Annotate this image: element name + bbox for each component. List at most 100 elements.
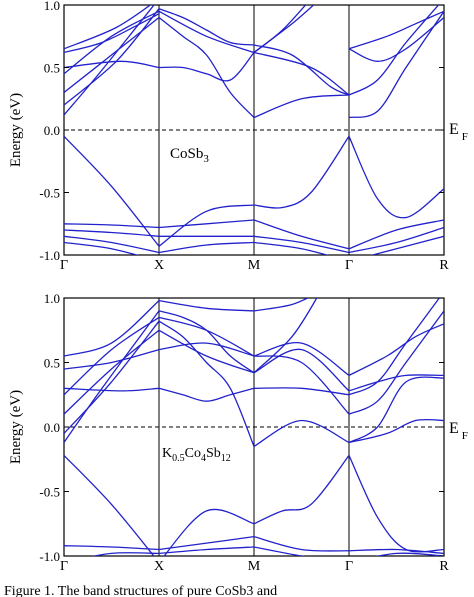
panel-label-main: CoSb xyxy=(170,146,203,162)
band-line xyxy=(158,204,255,247)
x-tick-label: Γ xyxy=(60,559,68,574)
panel-label-sub1: 0.5 xyxy=(172,453,185,464)
band-line xyxy=(253,219,350,250)
band-line xyxy=(348,5,440,96)
panel-label-co: Co xyxy=(185,446,201,461)
fermi-label-main: E xyxy=(449,420,459,437)
band-line xyxy=(64,5,152,50)
band-line xyxy=(64,5,155,116)
band-line xyxy=(158,546,255,555)
x-tick-label: Γ xyxy=(345,258,353,273)
band-line xyxy=(64,348,160,370)
y-tick-label: -0.5 xyxy=(39,485,60,500)
fermi-label-sub: F xyxy=(462,430,468,442)
band-line xyxy=(348,16,444,62)
band-line xyxy=(253,535,350,552)
y-tick-label: 0.0 xyxy=(44,123,60,138)
band-line xyxy=(253,51,350,96)
band-line xyxy=(64,320,160,434)
band-line xyxy=(253,44,350,96)
band-line xyxy=(64,10,160,75)
y-axis-label: Energy (eV) xyxy=(8,93,24,167)
panel-label-sub3: 12 xyxy=(221,453,231,464)
panel-label-sb: Sb xyxy=(206,446,221,461)
band-line xyxy=(64,60,160,69)
band-line xyxy=(348,323,444,376)
panel-label: CoSb3 xyxy=(170,146,209,165)
panel-label-k: K xyxy=(162,446,172,461)
band-line xyxy=(158,316,255,357)
band-line xyxy=(90,552,160,556)
band-line xyxy=(348,548,444,555)
band-line xyxy=(64,387,160,392)
band-line xyxy=(348,374,444,392)
fermi-label-sub: F xyxy=(462,131,468,143)
x-tick-label: R xyxy=(439,258,449,273)
panel-label: K0.5Co4Sb12 xyxy=(162,446,231,464)
band-line xyxy=(64,316,160,396)
x-tick-label: Γ xyxy=(60,258,68,273)
band-line xyxy=(158,329,255,374)
band-line xyxy=(163,508,255,556)
y-tick-label: 0.5 xyxy=(44,356,60,371)
band-line xyxy=(253,94,350,119)
band-line xyxy=(158,8,255,46)
band-line xyxy=(253,342,350,376)
band-line xyxy=(253,546,306,556)
band-line xyxy=(370,235,444,255)
band-line xyxy=(64,235,160,254)
band-line xyxy=(64,329,160,415)
y-tick-label: 0.5 xyxy=(44,61,60,76)
band-line xyxy=(348,226,444,254)
band-line xyxy=(348,10,444,119)
band-line xyxy=(64,135,160,247)
band-line xyxy=(253,298,318,374)
band-line xyxy=(253,348,350,392)
band-line xyxy=(158,241,255,254)
band-line xyxy=(348,219,444,250)
x-tick-label: X xyxy=(154,559,164,574)
band-line xyxy=(253,387,350,396)
band-line xyxy=(158,52,255,82)
band-line xyxy=(348,376,444,444)
y-tick-label: -1.0 xyxy=(39,549,60,564)
panel-label-sub: 3 xyxy=(203,153,209,165)
band-line xyxy=(64,16,160,94)
fermi-label-main: E xyxy=(449,121,459,138)
y-tick-label: -0.5 xyxy=(39,186,60,201)
band-line xyxy=(158,342,255,357)
x-tick-label: R xyxy=(439,559,449,574)
band-line xyxy=(253,455,350,525)
band-line xyxy=(64,241,140,255)
band-line xyxy=(253,5,307,54)
panel-label-sub2: 4 xyxy=(201,453,206,464)
band-line xyxy=(158,535,255,551)
band-line xyxy=(158,16,255,118)
band-line xyxy=(253,241,330,255)
band-line xyxy=(375,552,444,556)
y-tick-label: -1.0 xyxy=(39,248,60,263)
band-line xyxy=(64,223,160,229)
band-line xyxy=(348,455,444,553)
band-line xyxy=(253,135,350,209)
y-tick-label: 1.0 xyxy=(44,0,60,13)
x-tick-label: M xyxy=(248,258,261,273)
y-tick-label: 1.0 xyxy=(44,291,60,306)
band-line xyxy=(64,8,160,106)
band-line xyxy=(348,418,444,444)
figure-caption: Figure 1. The band structures of pure Co… xyxy=(4,584,278,597)
band-line xyxy=(64,310,160,443)
band-line xyxy=(253,355,350,415)
x-tick-label: M xyxy=(248,559,261,574)
band-line xyxy=(64,545,160,551)
x-tick-label: Γ xyxy=(345,559,353,574)
band-line xyxy=(158,299,255,312)
band-line xyxy=(253,298,310,312)
band-line xyxy=(158,320,255,447)
band-line xyxy=(158,10,255,54)
